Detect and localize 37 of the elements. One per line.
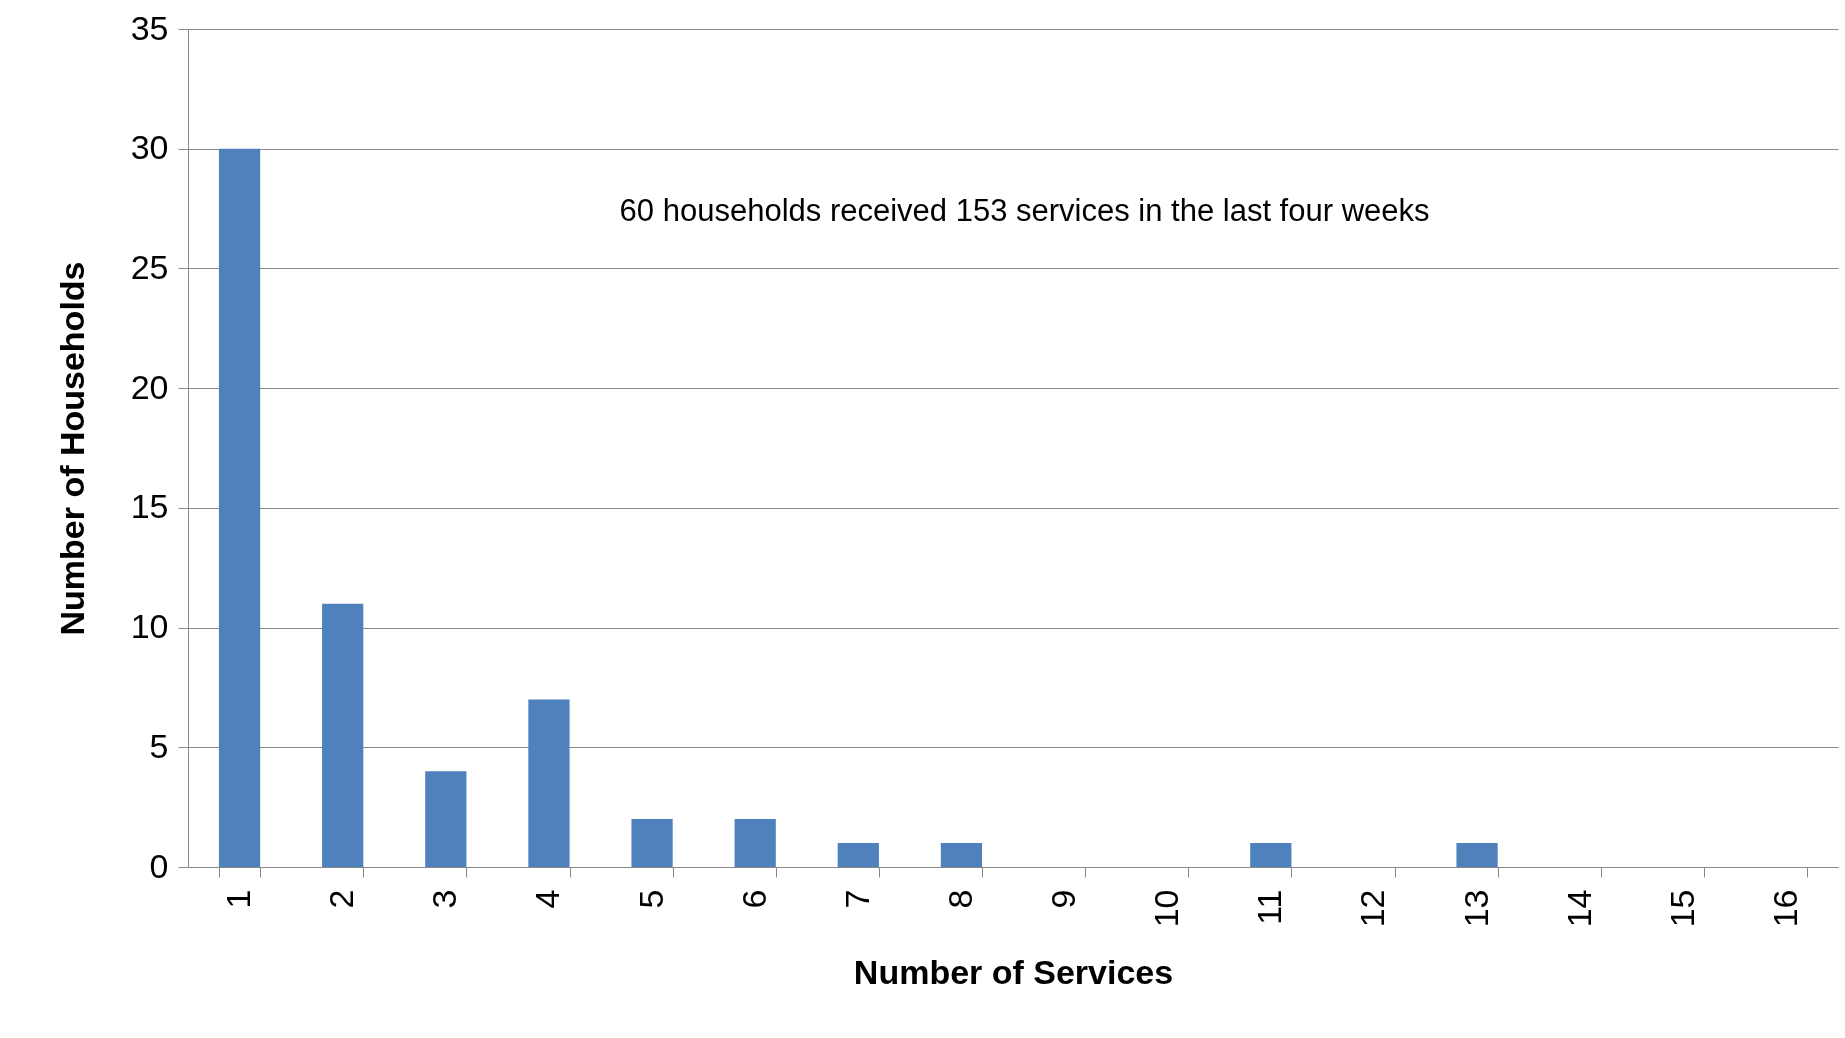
bar (1456, 843, 1498, 867)
x-tick-label: 1 (219, 889, 258, 909)
x-tick-label: 12 (1353, 889, 1392, 928)
x-tick-label: 2 (322, 889, 361, 909)
bar (631, 819, 673, 867)
x-tick-label: 4 (528, 889, 567, 909)
x-tick-label: 16 (1765, 889, 1804, 928)
bar (837, 843, 879, 867)
y-tick-label: 25 (130, 247, 169, 286)
x-tick-label: 6 (734, 889, 773, 909)
y-tick-label: 15 (130, 487, 169, 526)
y-tick-label: 5 (149, 726, 169, 765)
x-tick-label: 3 (425, 889, 464, 909)
bar (218, 148, 261, 867)
x-axis-title: Number of Services (853, 953, 1174, 992)
x-tick-label: 7 (837, 889, 876, 909)
bar (528, 699, 570, 867)
x-tick-label: 14 (1559, 889, 1598, 928)
x-tick-label: 10 (1147, 889, 1186, 928)
bar (940, 843, 983, 867)
x-tick-label: 5 (631, 889, 670, 909)
y-tick-label: 20 (130, 367, 169, 406)
x-tick-label: 9 (1044, 889, 1083, 909)
annotation: 60 households received 153 services in the last four weeks (619, 192, 1430, 228)
y-tick-label: 30 (130, 128, 169, 167)
y-tick-label: 0 (149, 846, 169, 885)
bar (425, 771, 467, 867)
y-axis-title: Number of Households (52, 261, 91, 636)
bar (734, 819, 776, 867)
x-tick-label: 11 (1250, 889, 1289, 925)
x-tick-label: 13 (1456, 889, 1495, 928)
x-tick-label: 15 (1662, 889, 1701, 928)
y-tick-label: 35 (130, 8, 169, 47)
y-tick-label: 10 (130, 607, 169, 646)
bar (1250, 843, 1292, 867)
bar (322, 603, 364, 867)
x-tick-label: 8 (940, 889, 979, 909)
